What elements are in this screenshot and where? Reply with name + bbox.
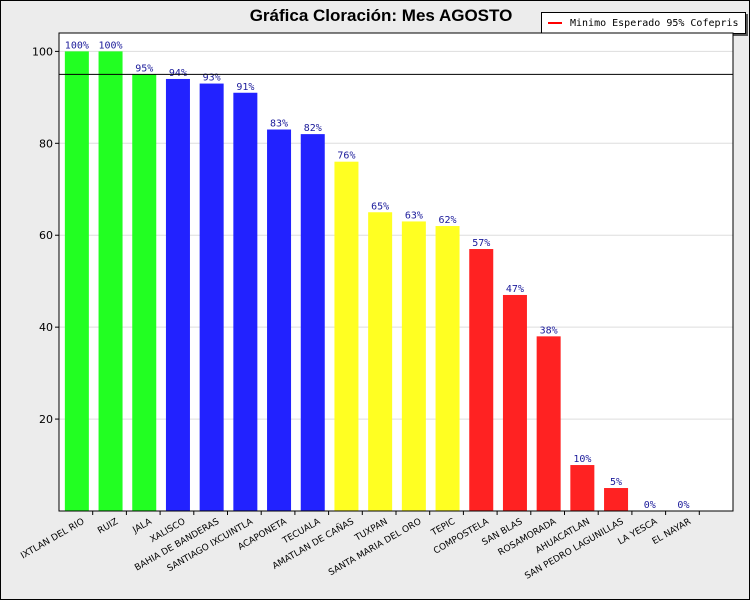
- bar: [334, 161, 359, 511]
- legend-swatch: [548, 22, 562, 24]
- bar: [604, 488, 629, 511]
- bar: [435, 226, 460, 512]
- y-tick-label: 40: [39, 321, 53, 334]
- bar: [502, 294, 527, 511]
- y-tick-label: 60: [39, 229, 53, 242]
- data-label: 93%: [203, 73, 221, 84]
- data-label: 47%: [506, 284, 524, 295]
- bar: [469, 249, 494, 511]
- data-label: 83%: [270, 119, 288, 130]
- bar: [98, 51, 123, 512]
- bar: [233, 92, 258, 511]
- data-label: 5%: [610, 477, 622, 488]
- bar: [368, 212, 393, 511]
- data-label: 62%: [439, 215, 457, 226]
- x-tick-label: RUIZ: [96, 517, 120, 536]
- data-label: 0%: [644, 500, 656, 511]
- data-label: 100%: [65, 40, 89, 51]
- x-tick-label: JALA: [131, 517, 155, 537]
- y-tick-label: 20: [39, 413, 53, 426]
- data-label: 38%: [540, 325, 558, 336]
- y-tick-label: 100: [32, 45, 53, 58]
- plot-background: [58, 32, 734, 512]
- legend-label: Minimo Esperado 95% Cofepris: [570, 17, 739, 29]
- bar: [570, 465, 595, 511]
- y-tick-label: 80: [39, 137, 53, 150]
- plot-border: [58, 32, 734, 512]
- bar: [401, 221, 426, 511]
- bar: [165, 78, 190, 511]
- data-label: 0%: [677, 500, 689, 511]
- data-label: 100%: [99, 40, 123, 51]
- bar: [132, 74, 157, 511]
- bar: [64, 51, 89, 512]
- data-label: 76%: [337, 151, 355, 162]
- chart-title: Gráfica Cloración: Mes AGOSTO: [249, 6, 513, 25]
- data-label: 57%: [472, 238, 490, 249]
- bar: [199, 83, 224, 512]
- bar: [300, 134, 325, 511]
- bar: [267, 129, 292, 511]
- data-label: 91%: [236, 82, 254, 93]
- x-tick-label: EL NAYAR: [651, 517, 693, 547]
- data-label: 95%: [135, 63, 153, 74]
- data-label: 10%: [573, 454, 591, 465]
- data-label: 65%: [371, 201, 389, 212]
- data-label: 63%: [405, 210, 423, 221]
- data-label: 82%: [304, 123, 322, 134]
- bar: [536, 336, 561, 511]
- data-label: 94%: [169, 68, 187, 79]
- x-tick-label: IXTLAN DEL RIO: [19, 517, 86, 561]
